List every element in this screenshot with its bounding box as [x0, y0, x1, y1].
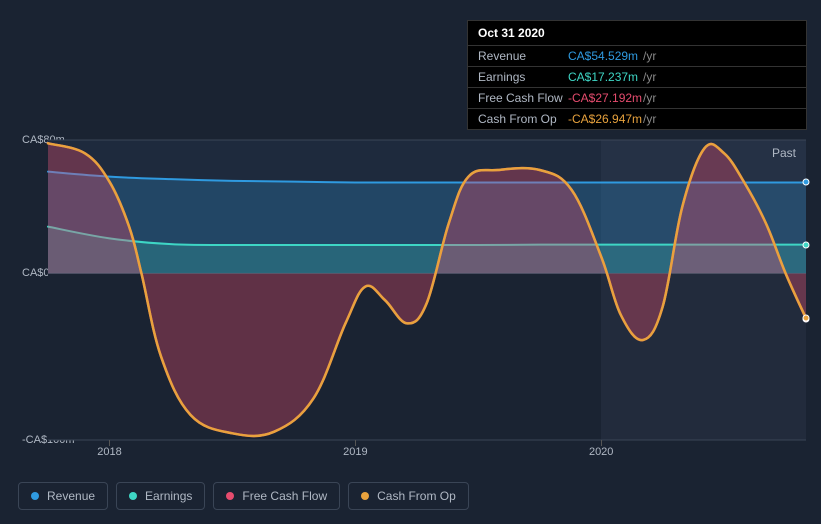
series-end-marker[interactable] — [803, 179, 810, 186]
tooltip-row: EarningsCA$17.237m/yr — [468, 67, 806, 88]
tooltip-row: RevenueCA$54.529m/yr — [468, 46, 806, 67]
legend-label: Revenue — [47, 489, 95, 503]
tooltip-row-label: Cash From Op — [478, 112, 568, 126]
tooltip-row: Cash From Op-CA$26.947m/yr — [468, 109, 806, 129]
tooltip: Oct 31 2020 RevenueCA$54.529m/yrEarnings… — [467, 20, 807, 130]
legend-dot — [361, 492, 369, 500]
series-end-marker[interactable] — [803, 241, 810, 248]
x-axis: 2018 2019 2020 — [48, 446, 806, 462]
x-axis-label: 2020 — [589, 446, 613, 458]
tooltip-row-value: -CA$27.192m — [568, 91, 643, 105]
legend-label: Free Cash Flow — [242, 489, 327, 503]
legend-label: Earnings — [145, 489, 192, 503]
tooltip-row-value: -CA$26.947m — [568, 112, 643, 126]
tooltip-row-label: Revenue — [478, 49, 568, 63]
series-end-marker[interactable] — [803, 315, 810, 322]
legend-label: Cash From Op — [377, 489, 456, 503]
tooltip-row-unit: /yr — [643, 91, 661, 105]
tooltip-row-unit: /yr — [643, 112, 661, 126]
legend-item[interactable]: Earnings — [116, 482, 205, 510]
tooltip-row-unit: /yr — [643, 70, 661, 84]
legend-dot — [129, 492, 137, 500]
tooltip-row: Free Cash Flow-CA$27.192m/yr — [468, 88, 806, 109]
legend-dot — [31, 492, 39, 500]
tooltip-row-unit: /yr — [643, 49, 661, 63]
tooltip-date: Oct 31 2020 — [468, 21, 806, 46]
x-axis-label: 2018 — [97, 446, 121, 458]
tooltip-row-value: CA$17.237m — [568, 70, 643, 84]
chart-svg — [48, 140, 806, 440]
plot-area[interactable]: Past — [48, 140, 806, 440]
tooltip-row-label: Earnings — [478, 70, 568, 84]
x-axis-label: 2019 — [343, 446, 367, 458]
legend-item[interactable]: Revenue — [18, 482, 108, 510]
tooltip-row-label: Free Cash Flow — [478, 91, 568, 105]
y-axis-label: CA$0 — [22, 267, 50, 279]
legend: Revenue Earnings Free Cash Flow Cash From O… — [18, 482, 469, 510]
tooltip-row-value: CA$54.529m — [568, 49, 643, 63]
legend-dot — [226, 492, 234, 500]
chart: CA$80mCA$0-CA$100m Past 201820192020 — [18, 128, 806, 458]
legend-item[interactable]: Cash From Op — [348, 482, 469, 510]
legend-item[interactable]: Free Cash Flow — [213, 482, 340, 510]
